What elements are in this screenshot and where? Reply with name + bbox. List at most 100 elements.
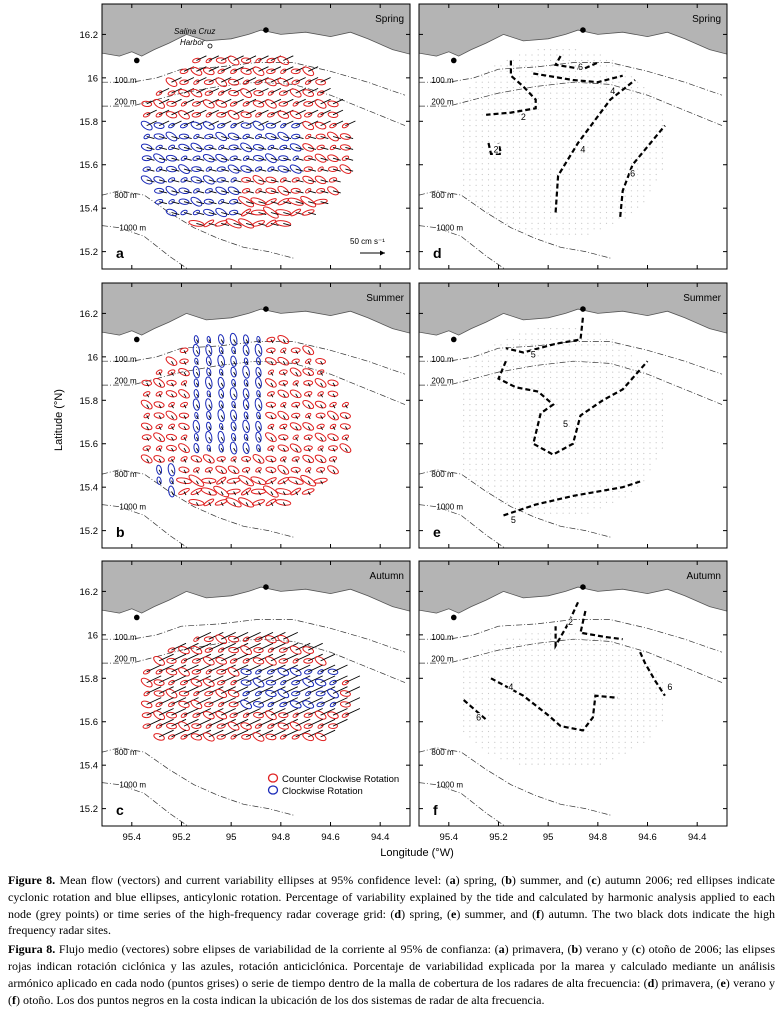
radar-node bbox=[587, 447, 589, 449]
radar-node bbox=[500, 141, 502, 143]
counterclockwise-ellipse bbox=[305, 133, 312, 140]
radar-node bbox=[581, 458, 583, 460]
clockwise-ellipse bbox=[215, 186, 228, 196]
radar-node bbox=[605, 360, 608, 362]
radar-node bbox=[537, 654, 539, 657]
clockwise-ellipse bbox=[193, 335, 199, 344]
radar-node bbox=[543, 490, 546, 493]
radar-node bbox=[637, 720, 639, 722]
mean-flow-vector bbox=[245, 436, 249, 441]
radar-node bbox=[612, 730, 614, 733]
radar-node bbox=[512, 660, 515, 662]
radar-node bbox=[525, 512, 527, 514]
radar-node bbox=[605, 141, 608, 143]
radar-node bbox=[581, 490, 583, 493]
radar-node bbox=[562, 130, 564, 132]
counterclockwise-ellipse bbox=[265, 455, 277, 463]
radar-node bbox=[550, 485, 552, 487]
radar-node bbox=[581, 190, 583, 192]
radar-node bbox=[550, 665, 552, 667]
radar-node bbox=[618, 217, 620, 219]
radar-node bbox=[562, 97, 564, 100]
radar-node bbox=[525, 447, 527, 449]
radar-node bbox=[537, 485, 539, 487]
radar-node bbox=[506, 135, 508, 138]
radar-node bbox=[568, 682, 570, 684]
radar-node bbox=[574, 173, 577, 176]
radar-node bbox=[574, 404, 577, 406]
mean-flow-vector bbox=[258, 502, 261, 507]
radar-node bbox=[506, 76, 508, 78]
mean-flow-vector bbox=[332, 146, 341, 150]
radar-node bbox=[581, 130, 583, 132]
radar-node bbox=[506, 425, 508, 427]
mean-flow-vector bbox=[258, 436, 261, 441]
clockwise-ellipse bbox=[254, 397, 263, 412]
mean-flow-vector bbox=[183, 393, 187, 398]
radar-node bbox=[500, 201, 502, 203]
radar-node bbox=[543, 720, 546, 722]
radar-node bbox=[605, 135, 608, 138]
radar-node bbox=[618, 741, 620, 744]
radar-node bbox=[531, 758, 533, 760]
radar-node bbox=[624, 720, 626, 722]
radar-node bbox=[593, 747, 595, 749]
radar-node bbox=[593, 130, 595, 132]
radar-node bbox=[655, 725, 657, 727]
radar-node bbox=[463, 179, 465, 181]
radar-node bbox=[537, 179, 539, 181]
mean-flow-vector bbox=[208, 664, 224, 673]
mean-flow-vector bbox=[220, 404, 224, 409]
radar-node bbox=[637, 404, 639, 406]
radar-node bbox=[661, 141, 664, 143]
mean-flow-vector bbox=[295, 664, 311, 673]
radar-node bbox=[624, 119, 626, 121]
radar-node bbox=[637, 125, 639, 127]
mean-flow-vector bbox=[295, 642, 311, 651]
radar-node bbox=[587, 398, 589, 400]
radar-node bbox=[568, 665, 570, 667]
radar-site-dot bbox=[450, 57, 457, 64]
radar-node bbox=[550, 217, 552, 219]
mean-flow-vector bbox=[270, 436, 274, 441]
radar-node bbox=[562, 70, 564, 72]
legend-ccw-label: Counter Clockwise Rotation bbox=[282, 774, 399, 785]
mean-flow-vector bbox=[270, 168, 279, 172]
mean-flow-vector bbox=[158, 168, 168, 172]
radar-node bbox=[605, 660, 608, 662]
mean-flow-vector bbox=[233, 664, 249, 673]
radar-node bbox=[512, 387, 515, 389]
radar-node bbox=[525, 333, 527, 335]
radar-node bbox=[556, 135, 558, 138]
counterclockwise-ellipse bbox=[241, 733, 252, 740]
mean-flow-vector bbox=[183, 447, 187, 452]
radar-node bbox=[500, 157, 502, 159]
radar-node bbox=[463, 671, 465, 673]
mean-flow-vector bbox=[158, 109, 170, 116]
radar-node bbox=[525, 431, 527, 433]
mean-flow-vector bbox=[208, 436, 212, 441]
clockwise-ellipse bbox=[242, 365, 250, 379]
radar-node bbox=[624, 349, 626, 351]
radar-node bbox=[649, 393, 651, 395]
radar-node bbox=[475, 371, 477, 373]
radar-node bbox=[500, 469, 502, 471]
mean-flow-vector bbox=[258, 222, 267, 226]
counterclockwise-ellipse bbox=[263, 206, 279, 219]
counterclockwise-ellipse bbox=[204, 690, 214, 697]
radar-node bbox=[512, 59, 515, 62]
radar-node bbox=[469, 108, 471, 110]
radar-node bbox=[537, 393, 539, 395]
radar-node bbox=[562, 349, 564, 351]
radar-node bbox=[463, 469, 465, 471]
radar-node bbox=[593, 414, 595, 417]
radar-node bbox=[481, 687, 483, 689]
radar-node bbox=[637, 425, 639, 427]
counterclockwise-ellipse bbox=[205, 112, 212, 118]
mean-flow-vector bbox=[258, 480, 261, 485]
counterclockwise-ellipse bbox=[192, 57, 201, 64]
radar-node bbox=[618, 206, 620, 208]
counterclockwise-ellipse bbox=[165, 77, 178, 87]
mean-flow-vector bbox=[307, 491, 311, 496]
